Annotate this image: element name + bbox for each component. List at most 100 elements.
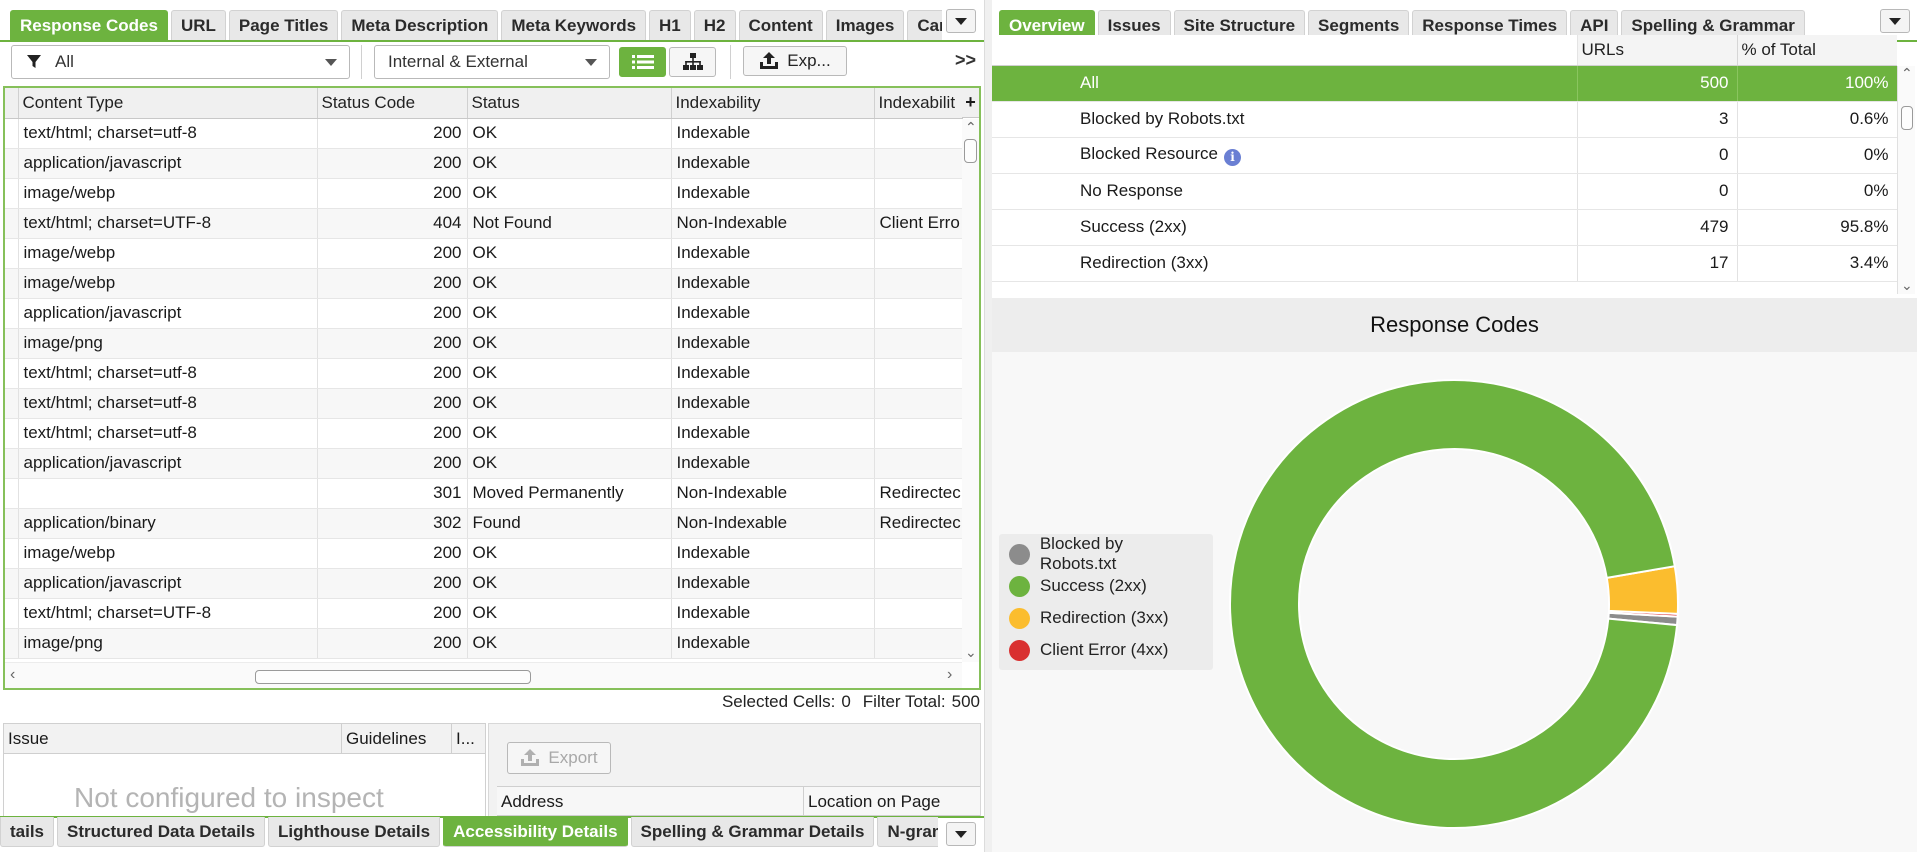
table-row[interactable]: image/png 200 OK Indexable xyxy=(5,628,963,659)
table-cell-content-type[interactable]: image/webp xyxy=(18,238,318,269)
table-row[interactable]: image/webp 200 OK Indexable xyxy=(5,538,963,569)
table-cell-status[interactable]: OK xyxy=(467,238,672,269)
table-cell-indexabilit[interactable] xyxy=(874,538,963,569)
table-row[interactable]: application/javascript 200 OK Indexable xyxy=(5,148,963,179)
table-cell-indexability[interactable]: Indexable xyxy=(671,628,875,659)
pie-slice-success-2xx[interactable] xyxy=(1229,379,1679,829)
table-cell-indexabilit[interactable] xyxy=(874,628,963,659)
table-cell-indexabilit[interactable] xyxy=(874,358,963,389)
scope-dropdown[interactable]: Internal & External xyxy=(374,45,610,79)
column-header[interactable]: URLs xyxy=(1577,35,1738,66)
column-header[interactable]: Guidelines xyxy=(346,729,427,748)
table-row[interactable]: text/html; charset=UTF-8 200 OK Indexable xyxy=(5,598,963,629)
list-view-button[interactable] xyxy=(619,47,666,77)
table-cell-indexability[interactable]: Indexable xyxy=(671,418,875,449)
column-header[interactable]: Content Type xyxy=(18,88,318,119)
scrollbar-thumb[interactable] xyxy=(1901,106,1913,130)
table-cell-status[interactable]: OK xyxy=(467,628,672,659)
tab-n-grams[interactable]: N-grams xyxy=(877,817,938,847)
table-cell-content-type[interactable] xyxy=(18,478,318,509)
table-cell-status-code[interactable]: 200 xyxy=(317,358,468,389)
table-row[interactable]: text/html; charset=utf-8 200 OK Indexable xyxy=(5,388,963,419)
table-cell-status-code[interactable]: 200 xyxy=(317,178,468,209)
grid-vertical-scrollbar[interactable]: ⌃ ⌄ xyxy=(962,119,979,662)
table-cell-content-type[interactable]: application/javascript xyxy=(18,568,318,599)
export-button[interactable]: Exp... xyxy=(743,46,847,76)
table-row[interactable]: application/javascript 200 OK Indexable xyxy=(5,298,963,329)
table-cell-indexabilit[interactable] xyxy=(874,598,963,629)
table-cell-indexabilit[interactable] xyxy=(874,178,963,209)
table-cell-status[interactable]: OK xyxy=(467,418,672,449)
table-row[interactable]: image/webp 200 OK Indexable xyxy=(5,238,963,269)
table-cell-status-code[interactable]: 200 xyxy=(317,238,468,269)
table-cell-status[interactable]: OK xyxy=(467,328,672,359)
info-icon[interactable]: i xyxy=(1223,148,1241,166)
column-header[interactable]: Status Code xyxy=(317,88,468,119)
table-cell-content-type[interactable]: text/html; charset=utf-8 xyxy=(18,358,318,389)
column-header[interactable]: Indexability xyxy=(671,88,875,119)
table-cell-indexability[interactable]: Indexable xyxy=(671,328,875,359)
table-row[interactable]: application/javascript 200 OK Indexable xyxy=(5,568,963,599)
table-cell-status-code[interactable]: 200 xyxy=(317,148,468,179)
table-row[interactable]: text/html; charset=utf-8 200 OK Indexable xyxy=(5,358,963,389)
tab-lighthouse-details[interactable]: Lighthouse Details xyxy=(268,817,441,847)
legend-item-client-error-4xx[interactable]: Client Error (4xx) xyxy=(1009,634,1203,666)
table-cell-content-type[interactable]: application/javascript xyxy=(18,298,318,329)
table-row[interactable]: text/html; charset=UTF-8 404 Not Found Non-… xyxy=(5,208,963,239)
column-header[interactable]: Issue xyxy=(8,729,49,748)
scrollbar-thumb[interactable] xyxy=(255,670,531,684)
table-cell-indexability[interactable]: Indexable xyxy=(671,178,875,209)
table-cell-indexabilit[interactable]: Client Erro xyxy=(874,208,963,239)
table-cell-indexabilit[interactable] xyxy=(874,328,963,359)
table-cell-status[interactable]: OK xyxy=(467,118,672,149)
table-cell-status-code[interactable]: 200 xyxy=(317,538,468,569)
table-cell-indexability[interactable]: Non-Indexable xyxy=(671,208,875,239)
table-cell-content-type[interactable]: application/javascript xyxy=(18,448,318,479)
add-column-button[interactable]: + xyxy=(962,88,979,118)
table-cell-indexability[interactable]: Indexable xyxy=(671,358,875,389)
tab-meta-description[interactable]: Meta Description xyxy=(341,10,499,40)
table-cell-content-type[interactable]: image/webp xyxy=(18,178,318,209)
filter-dropdown[interactable]: All xyxy=(11,45,350,79)
table-cell-status[interactable]: OK xyxy=(467,568,672,599)
table-cell-status-code[interactable]: 200 xyxy=(317,298,468,329)
table-cell-status[interactable]: Moved Permanently xyxy=(467,478,672,509)
table-cell-content-type[interactable]: image/png xyxy=(18,628,318,659)
table-cell-indexability[interactable]: Indexable xyxy=(671,568,875,599)
tab-tails[interactable]: tails xyxy=(0,817,55,847)
table-cell-indexabilit[interactable] xyxy=(874,448,963,479)
table-cell-content-type[interactable]: text/html; charset=utf-8 xyxy=(18,418,318,449)
table-row[interactable]: application/javascript 200 OK Indexable xyxy=(5,448,963,479)
table-cell-indexabilit[interactable] xyxy=(874,118,963,149)
overview-row-all[interactable]: All 500 100% xyxy=(992,65,1897,102)
table-cell-indexability[interactable]: Indexable xyxy=(671,268,875,299)
table-cell-content-type[interactable]: application/binary xyxy=(18,508,318,539)
panel-splitter[interactable] xyxy=(984,0,992,852)
left-tabs-dropdown-button[interactable] xyxy=(946,9,976,33)
tab-page-titles[interactable]: Page Titles xyxy=(228,10,339,40)
table-cell-status-code[interactable]: 404 xyxy=(317,208,468,239)
table-cell-status-code[interactable]: 200 xyxy=(317,118,468,149)
tab-h1[interactable]: H1 xyxy=(649,10,691,40)
table-cell-indexability[interactable]: Non-Indexable xyxy=(671,508,875,539)
column-header[interactable]: Address xyxy=(501,792,564,811)
table-cell-indexability[interactable]: Indexable xyxy=(671,538,875,569)
table-cell-status-code[interactable]: 200 xyxy=(317,388,468,419)
table-cell-status[interactable]: OK xyxy=(467,178,672,209)
column-header[interactable]: I... xyxy=(456,729,475,748)
table-cell-content-type[interactable]: text/html; charset=UTF-8 xyxy=(18,208,318,239)
table-cell-status-code[interactable]: 200 xyxy=(317,598,468,629)
table-cell-indexability[interactable]: Indexable xyxy=(671,118,875,149)
overview-vertical-scrollbar[interactable]: ⌃ ⌄ xyxy=(1897,66,1915,294)
overview-row-redirection-3xx[interactable]: Redirection (3xx) 17 3.4% xyxy=(992,245,1897,282)
table-cell-status[interactable]: OK xyxy=(467,268,672,299)
table-row[interactable]: application/binary 302 Found Non-Indexable R… xyxy=(5,508,963,539)
table-cell-status[interactable]: OK xyxy=(467,598,672,629)
issues-export-button[interactable]: Export xyxy=(507,742,611,774)
legend-item-redirection-3xx[interactable]: Redirection (3xx) xyxy=(1009,602,1203,634)
table-cell-indexability[interactable]: Indexable xyxy=(671,598,875,629)
tab-response-codes[interactable]: Response Codes xyxy=(10,10,168,40)
legend-item-blocked-by-robots-txt[interactable]: Blocked by Robots.txt xyxy=(1009,534,1203,573)
right-tabs-dropdown-button[interactable] xyxy=(1880,9,1910,33)
overview-row-success-2xx[interactable]: Success (2xx) 479 95.8% xyxy=(992,209,1897,246)
